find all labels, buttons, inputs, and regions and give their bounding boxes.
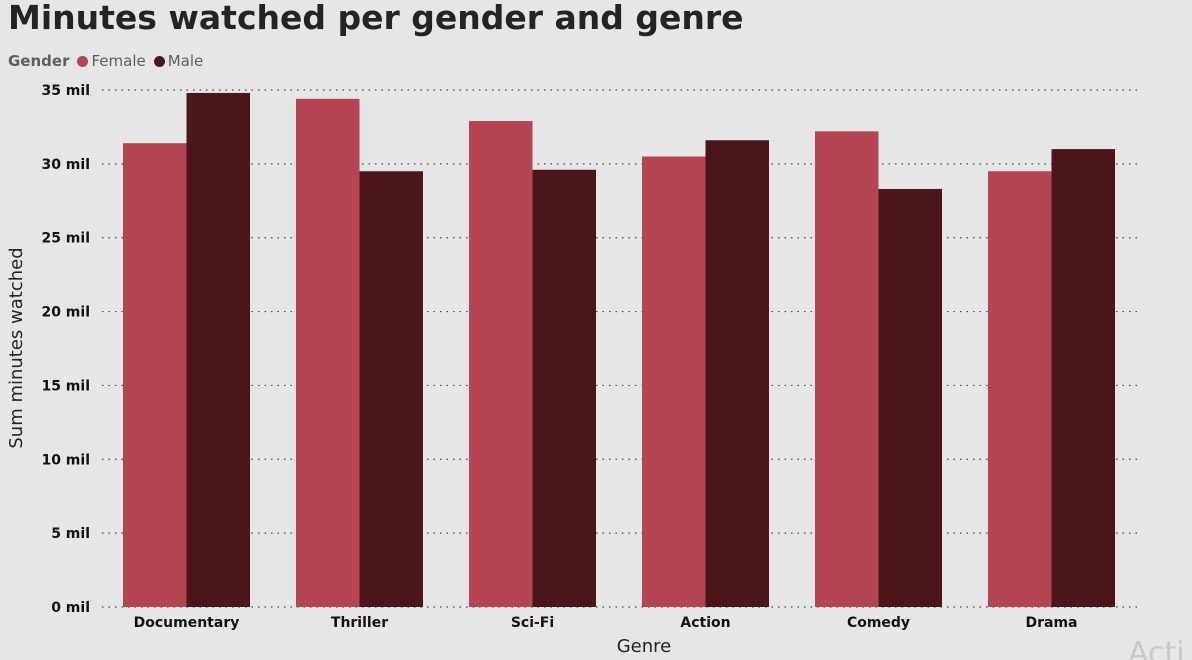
y-tick-label: 15 mil <box>41 378 90 394</box>
y-axis-ticks: 0 mil 5 mil 10 mil 15 mil 20 mil 25 mil 30 mil… <box>41 83 90 616</box>
y-tick-label: 5 mil <box>51 526 90 542</box>
bar-female-drama[interactable] <box>988 171 1052 607</box>
legend-title: Gender <box>8 52 70 70</box>
bar-male-thriller[interactable] <box>359 171 424 607</box>
chart-title: Minutes watched per gender and genre <box>8 0 744 37</box>
y-tick-label: 20 mil <box>41 305 90 321</box>
x-tick-label: Comedy <box>847 615 910 631</box>
legend-item-male[interactable]: Male <box>153 52 204 70</box>
bar-female-thriller[interactable] <box>296 98 360 607</box>
legend-swatch-female <box>77 55 89 67</box>
legend-label-male: Male <box>167 52 204 70</box>
x-tick-label: Documentary <box>134 615 240 631</box>
legend-swatch-male <box>153 55 165 67</box>
legend: Gender Female Male <box>8 52 211 70</box>
bar-female-comedy[interactable] <box>815 131 879 608</box>
x-tick-label: Sci-Fi <box>511 615 554 631</box>
legend-item-female[interactable]: Female <box>77 52 146 70</box>
bar-male-drama[interactable] <box>1051 149 1116 608</box>
bar-male-action[interactable] <box>705 140 770 608</box>
y-tick-label: 30 mil <box>41 157 90 173</box>
x-tick-label: Thriller <box>331 615 388 631</box>
y-tick-label: 0 mil <box>51 600 90 616</box>
y-tick-label: 35 mil <box>41 83 90 99</box>
y-axis-title: Sum minutes watched <box>6 247 27 448</box>
x-axis-ticks: Documentary Thriller Sci-Fi Action Comedy Dra… <box>134 615 1078 631</box>
bars <box>123 92 1116 608</box>
bar-male-sci-fi[interactable] <box>532 169 597 607</box>
x-tick-label: Action <box>680 615 730 631</box>
bar-male-documentary[interactable] <box>186 92 251 607</box>
bar-male-comedy[interactable] <box>878 188 943 607</box>
bar-female-sci-fi[interactable] <box>469 121 533 608</box>
x-axis-title: Genre <box>617 636 672 657</box>
bar-female-action[interactable] <box>642 156 706 607</box>
y-tick-label: 10 mil <box>41 452 90 468</box>
gridlines <box>102 89 1138 608</box>
x-tick-label: Drama <box>1025 615 1077 631</box>
bar-female-documentary[interactable] <box>123 143 187 608</box>
watermark: Acti <box>1128 636 1185 660</box>
legend-label-female: Female <box>91 52 146 70</box>
y-tick-label: 25 mil <box>41 231 90 247</box>
